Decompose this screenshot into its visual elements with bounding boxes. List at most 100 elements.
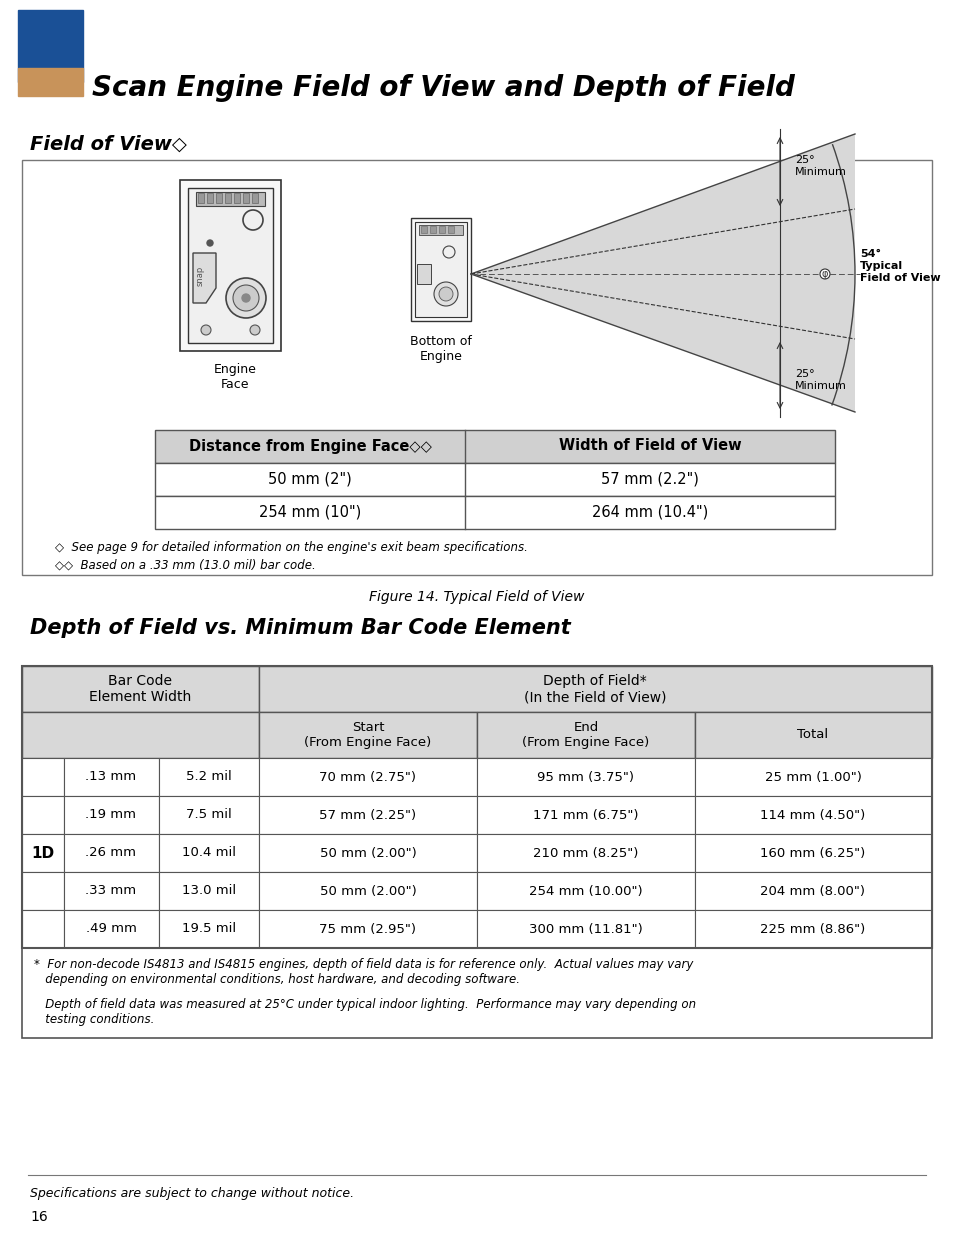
Text: Scan Engine Field of View and Depth of Field: Scan Engine Field of View and Depth of F… [91,74,794,103]
Text: Bottom of
Engine: Bottom of Engine [410,335,472,363]
Bar [188,188,273,343]
Text: 7.5 mil: 7.5 mil [186,809,232,821]
Text: 171 mm (6.75"): 171 mm (6.75") [533,809,639,821]
Polygon shape [471,135,854,412]
Bar [159,834,258,872]
Text: Specifications are subject to change without notice.: Specifications are subject to change wit… [30,1187,354,1200]
Bar [22,834,64,872]
Bar [411,219,471,321]
Bar [695,758,931,797]
Bar [22,713,258,758]
Text: 50 mm (2.00"): 50 mm (2.00") [319,884,416,898]
Bar [438,226,444,233]
Bar [154,430,834,463]
Bar [64,758,159,797]
Text: Distance from Engine Face◇◇: Distance from Engine Face◇◇ [189,438,431,453]
Text: Engine
Face: Engine Face [213,363,256,391]
Bar [258,713,476,758]
Bar [195,191,265,206]
Text: .19 mm: .19 mm [86,809,136,821]
Circle shape [438,287,453,301]
Bar [258,758,476,797]
Text: 13.0 mil: 13.0 mil [182,884,235,898]
Bar [215,193,222,203]
Bar [258,797,476,834]
Bar [416,264,431,284]
Bar [154,463,834,496]
Text: 254 mm (10"): 254 mm (10") [258,505,361,520]
Circle shape [207,240,213,246]
Bar [476,797,695,834]
Text: Bar Code
Element Width: Bar Code Element Width [89,674,191,704]
Circle shape [233,285,258,311]
Bar [22,666,258,713]
Circle shape [250,325,260,335]
Text: End
(From Engine Face): End (From Engine Face) [522,721,649,748]
Bar [159,910,258,948]
Text: 300 mm (11.81"): 300 mm (11.81") [529,923,642,935]
Text: 5.2 mil: 5.2 mil [186,771,232,783]
Text: 264 mm (10.4"): 264 mm (10.4") [591,505,707,520]
Text: 75 mm (2.95"): 75 mm (2.95") [319,923,416,935]
Bar [695,713,931,758]
Text: Total: Total [797,729,828,741]
Polygon shape [193,253,215,303]
Bar [159,758,258,797]
Bar [695,872,931,910]
Bar [233,193,240,203]
Bar [154,496,834,529]
Bar [415,222,467,317]
Text: .49 mm: .49 mm [86,923,136,935]
Bar [64,872,159,910]
Text: Depth of Field vs. Minimum Bar Code Element: Depth of Field vs. Minimum Bar Code Elem… [30,618,570,638]
Bar [448,226,454,233]
Text: .13 mm: .13 mm [86,771,136,783]
Bar [258,910,476,948]
Text: .26 mm: .26 mm [86,846,136,860]
Text: Depth of Field*
(In the Field of View): Depth of Field* (In the Field of View) [523,674,665,704]
Circle shape [201,325,211,335]
Text: 160 mm (6.25"): 160 mm (6.25") [760,846,864,860]
Bar [430,226,436,233]
Text: Start
(From Engine Face): Start (From Engine Face) [304,721,431,748]
Bar [64,797,159,834]
Text: 57 mm (2.2"): 57 mm (2.2") [600,472,699,487]
Text: 16: 16 [30,1210,48,1224]
Bar [22,910,64,948]
Bar [476,872,695,910]
Text: 10.4 mil: 10.4 mil [182,846,235,860]
Text: 1D: 1D [31,846,54,861]
Text: 19.5 mil: 19.5 mil [182,923,235,935]
Bar [22,872,64,910]
Bar [258,834,476,872]
Circle shape [226,278,266,317]
Text: 57 mm (2.25"): 57 mm (2.25") [319,809,416,821]
Circle shape [820,269,829,279]
Text: 210 mm (8.25"): 210 mm (8.25") [533,846,638,860]
Text: 50 mm (2"): 50 mm (2") [268,472,352,487]
Bar [22,948,931,1037]
Text: snap: snap [195,266,204,287]
Bar [252,193,257,203]
Bar [243,193,249,203]
Bar [695,910,931,948]
Bar [420,226,427,233]
Text: Field of View◇: Field of View◇ [30,135,187,154]
Text: 54°
Typical
Field of View: 54° Typical Field of View [859,249,940,283]
Text: φ: φ [821,269,827,279]
Bar [476,758,695,797]
Bar [64,910,159,948]
Bar [22,666,931,948]
Bar [22,161,931,576]
Circle shape [434,282,457,306]
Bar [198,193,204,203]
Text: 225 mm (8.86"): 225 mm (8.86") [760,923,864,935]
Text: Figure 14. Typical Field of View: Figure 14. Typical Field of View [369,590,584,604]
Text: Width of Field of View: Width of Field of View [558,438,740,453]
Text: 25°
Minimum: 25° Minimum [794,369,846,390]
Bar [159,872,258,910]
Bar [258,872,476,910]
Bar [476,910,695,948]
Text: .33 mm: .33 mm [86,884,136,898]
Bar [225,193,231,203]
